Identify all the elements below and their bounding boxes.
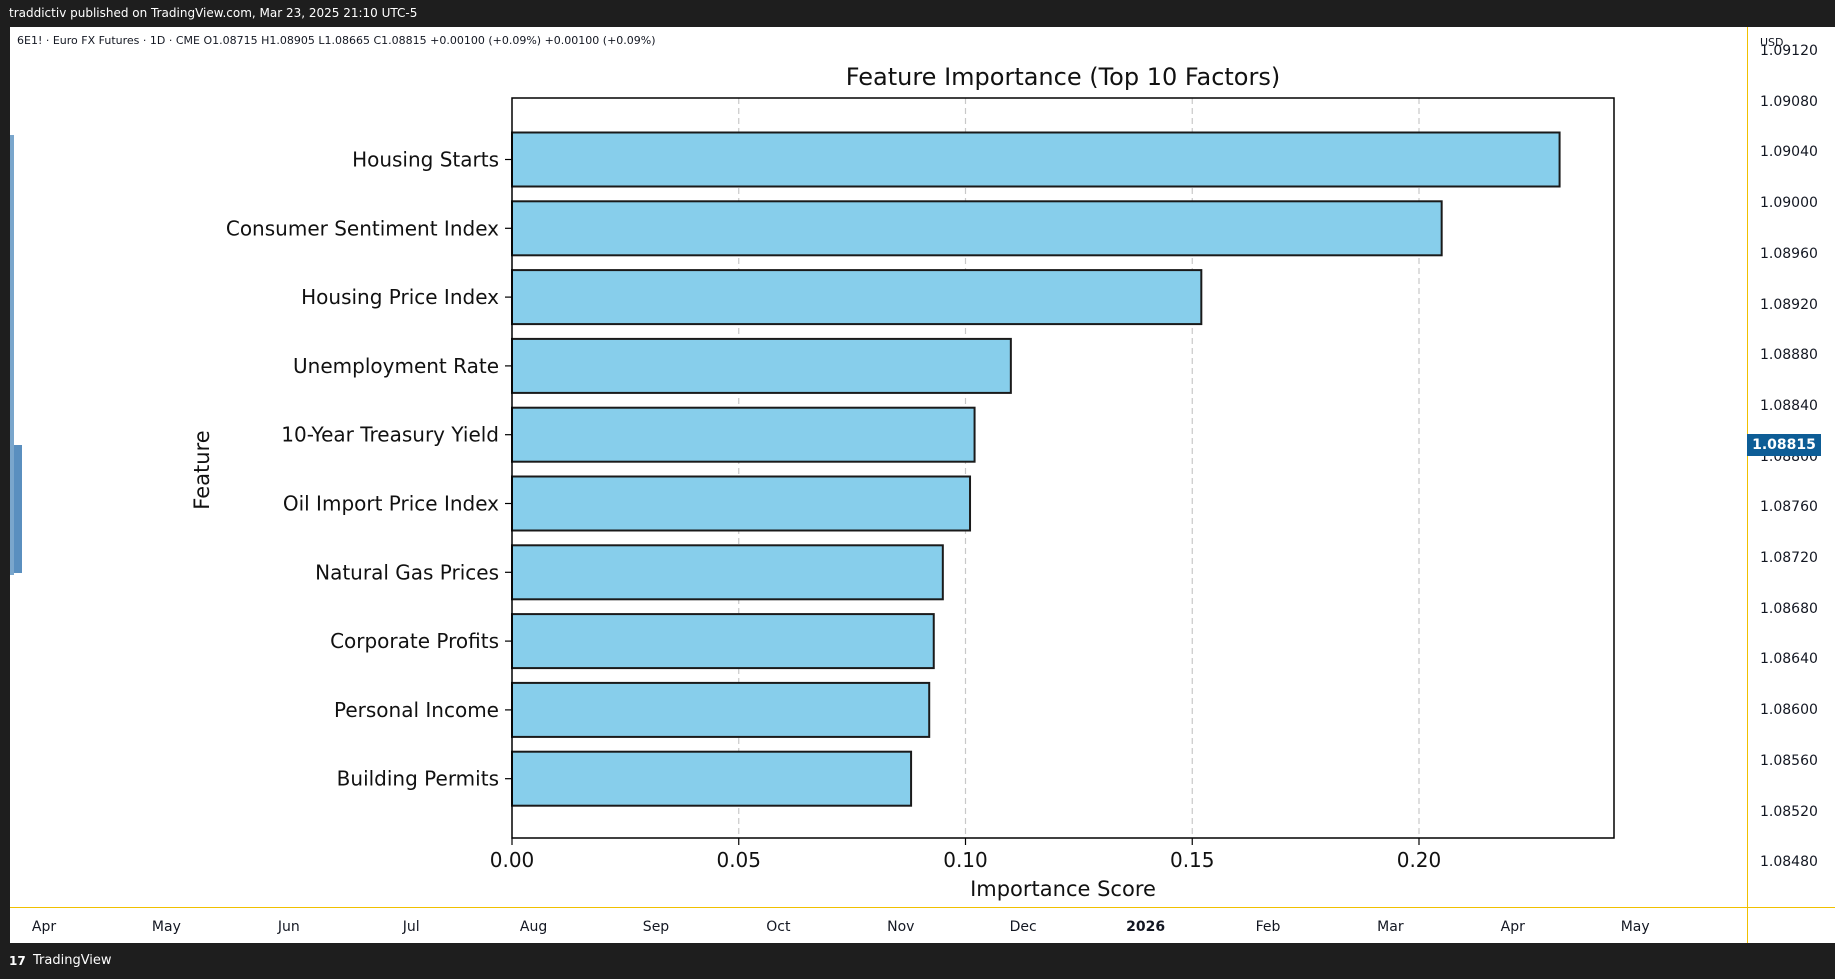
time-tick: Aug <box>519 919 548 935</box>
bar <box>511 131 1561 188</box>
price-tick: 1.08720 <box>1760 550 1818 566</box>
bar <box>511 544 944 601</box>
y-tick-label: 10-Year Treasury Yield <box>281 423 499 447</box>
bar <box>511 406 976 463</box>
price-tick: 1.08480 <box>1760 854 1818 871</box>
x-axis-label: Importance Score <box>970 877 1156 901</box>
y-tick-label: Corporate Profits <box>330 629 499 653</box>
bar <box>511 200 1443 257</box>
x-tick-label: 0.15 <box>1170 848 1215 872</box>
time-tick: Oct <box>766 919 791 935</box>
y-tick-label: Unemployment Rate <box>293 354 499 378</box>
x-tick-label: 0.10 <box>943 848 988 872</box>
x-tick-label: 0.00 <box>490 848 535 872</box>
publish-header: traddictiv published on TradingView.com,… <box>0 0 1835 27</box>
price-tick: 1.09000 <box>1760 195 1818 212</box>
time-tick: Dec <box>1009 919 1037 935</box>
time-tick: Apr <box>1500 919 1525 935</box>
price-tick: 1.08680 <box>1760 600 1818 617</box>
price-tick: 1.08520 <box>1760 803 1818 820</box>
bar <box>511 475 972 532</box>
x-tick-label: 0.20 <box>1397 848 1442 872</box>
bar <box>511 269 1203 326</box>
price-tick: 1.08760 <box>1760 499 1818 516</box>
price-tick: 1.08960 <box>1760 245 1818 262</box>
price-tick: 1.08920 <box>1760 296 1818 313</box>
bar <box>511 681 931 738</box>
time-axis[interactable]: Apr May Jun Jul Aug Sep Oct Nov Dec 2026 Feb Mar Apr… <box>10 907 1747 944</box>
bar <box>511 337 1012 394</box>
axis-corner <box>1747 907 1835 944</box>
chart-title: Feature Importance (Top 10 Factors) <box>846 63 1280 91</box>
time-tick: Sep <box>642 919 670 935</box>
price-tick: 1.09040 <box>1760 144 1818 161</box>
time-tick: Nov <box>887 919 915 935</box>
time-tick: Feb <box>1255 919 1281 935</box>
price-tick: 1.09120 <box>1760 43 1818 59</box>
time-tick: Apr <box>31 919 57 935</box>
y-tick-label: Oil Import Price Index <box>283 492 499 516</box>
publish-info: traddictiv published on TradingView.com,… <box>9 6 418 20</box>
time-tick: Jun <box>277 919 300 935</box>
bar <box>511 613 935 670</box>
price-tick: 1.08640 <box>1760 651 1818 668</box>
price-tick: 1.08880 <box>1760 347 1818 364</box>
y-tick-label: Housing Price Index <box>301 285 499 309</box>
y-axis-label: Feature <box>190 430 214 509</box>
time-tick: Mar <box>1377 919 1404 935</box>
x-tick-label: 0.05 <box>716 848 761 872</box>
y-tick-label: Personal Income <box>334 698 499 722</box>
y-tick-label: Building Permits <box>337 767 499 791</box>
y-tick-label: Consumer Sentiment Index <box>226 216 499 240</box>
time-tick: 2026 <box>1126 919 1166 935</box>
pane-scroll-marker <box>14 445 22 573</box>
price-tick: 1.09080 <box>1760 93 1818 110</box>
price-tick: 1.08600 <box>1760 702 1818 719</box>
currency-label: USD <box>1760 36 1784 49</box>
footer-brand: TradingView <box>33 953 112 968</box>
price-tick: 1.08840 <box>1760 397 1818 414</box>
y-tick-label: Natural Gas Prices <box>315 560 499 584</box>
time-tick: Jul <box>402 919 420 935</box>
plot-frame <box>511 97 1615 839</box>
pane-edge-marker <box>10 135 14 575</box>
time-tick: May <box>151 919 181 935</box>
bar <box>511 750 913 807</box>
price-tick: 1.08560 <box>1760 752 1818 769</box>
y-tick-label: Housing Starts <box>352 148 499 172</box>
current-price-badge: 1.08815 <box>1747 434 1821 456</box>
price-axis[interactable]: USD 1.09120 1.09080 1.09040 1.09000 1.08960 1… <box>1747 27 1835 907</box>
tradingview-logo-icon[interactable]: 17 <box>9 954 26 968</box>
time-tick: May <box>1620 919 1650 935</box>
symbol-info-line: 6E1! · Euro FX Futures · 1D · CME O1.087… <box>17 34 656 47</box>
footer-bar: 17 TradingView <box>0 943 1835 979</box>
